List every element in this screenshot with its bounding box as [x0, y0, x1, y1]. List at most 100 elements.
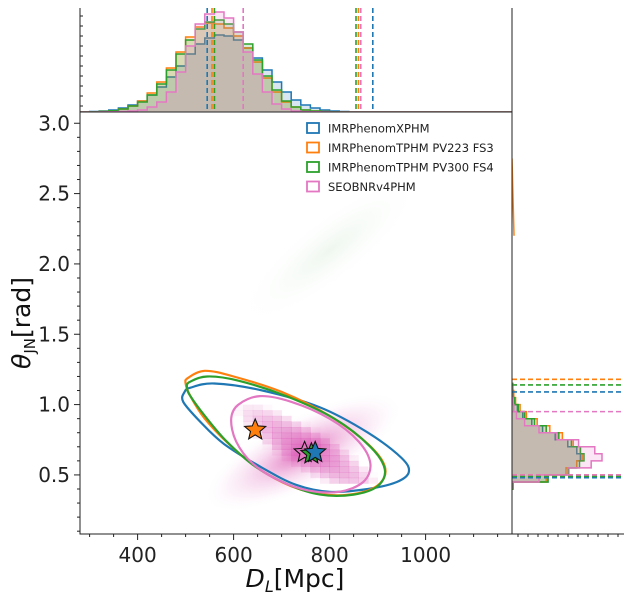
x-tick-label: 800	[311, 543, 349, 567]
dl-hist-step-imrphenomtphm-pv300-fs4	[80, 19, 512, 112]
density-pixel-grid	[233, 404, 378, 484]
density-pixel	[300, 432, 311, 439]
density-pixel	[320, 438, 330, 445]
density-pixel	[262, 421, 273, 428]
density-pixel	[310, 472, 321, 479]
density-pixel	[339, 472, 350, 479]
density-pixel	[262, 438, 273, 445]
density-pixel	[320, 460, 330, 467]
legend: IMRPhenomXPHM IMRPhenomTPHM PV223 FS3 IMRP…	[306, 122, 494, 194]
density-pixel	[320, 477, 330, 484]
y-axis-label: θJN[rad]	[7, 277, 39, 369]
legend-label-imrphenomtphm-pv300-fs4: IMRPhenomTPHM PV300 FS4	[328, 161, 494, 175]
y-axis-label-subscript: JN	[21, 338, 39, 355]
legend-label-imrphenomxphm: IMRPhenomXPHM	[328, 122, 430, 136]
density-pixel	[339, 455, 350, 462]
density-pixel	[348, 477, 359, 484]
density-pixel	[329, 449, 340, 456]
density-pixel	[291, 438, 302, 445]
density-pixel	[320, 472, 330, 479]
density-pixel	[320, 443, 330, 450]
density-pixel	[262, 432, 273, 439]
main-panel-frame	[79, 111, 513, 535]
density-pixel	[339, 466, 350, 473]
y-tick-label: 2.0	[38, 252, 70, 276]
density-pixel	[243, 415, 254, 422]
density-pixel	[272, 432, 282, 439]
density-pixel	[262, 444, 272, 450]
x-axis-label-unit: [Mpc]	[274, 564, 345, 593]
density-pixel	[329, 466, 340, 473]
x-tick-label: 400	[119, 543, 157, 567]
density-pixel	[243, 410, 254, 417]
dl-bound-lines	[206, 8, 374, 112]
density-pixel	[310, 427, 321, 434]
density-pixel	[262, 415, 273, 422]
density-pixel	[348, 466, 359, 473]
density-pixel	[262, 404, 273, 411]
density-pixel	[339, 460, 350, 467]
density-pixel	[301, 421, 311, 427]
y-axis-ticks: 0.5 1.0 1.5 2.0 2.5 3.0	[38, 111, 80, 532]
density-pixel	[310, 466, 321, 473]
density-pixel	[281, 427, 292, 434]
density-pixel	[300, 460, 311, 467]
legend-label-seobnrv4phm: SEOBNRv4PHM	[328, 180, 416, 194]
density-pixel	[291, 455, 302, 462]
top-marginal-panel	[79, 8, 513, 112]
contour-seobnrv4phm	[230, 394, 372, 494]
density-pixel	[320, 466, 330, 473]
dl-hist-step-seobnrv4phm	[80, 11, 512, 112]
credible-contours	[181, 369, 411, 497]
legend-label-imrphenomtphm-pv223-fs3: IMRPhenomTPHM PV223 FS3	[328, 141, 494, 155]
density-pixel	[329, 443, 340, 450]
density-pixel	[272, 410, 282, 417]
density-pixel	[348, 472, 359, 479]
density-pixel	[310, 432, 321, 439]
density-pixel	[329, 477, 340, 484]
faint-density-tail	[233, 171, 427, 329]
theta-bound-lines	[512, 378, 624, 479]
theta-hist-fill-imrphenomtphm-pv300-fs4	[512, 383, 584, 489]
legend-swatch-imrphenomtphm-pv300-fs4	[306, 161, 320, 173]
density-pixel	[310, 460, 321, 467]
right-marginal-panel	[512, 158, 624, 537]
theta-hist-fill-imrphenomxphm	[512, 383, 581, 489]
density-pixel	[272, 427, 282, 434]
density-pixel	[348, 455, 359, 462]
theta-hist-step-imrphenomtphm-pv223-fs3	[512, 382, 583, 490]
theta-histograms	[512, 158, 603, 490]
density-pixel	[329, 472, 340, 479]
top-panel-minor-ticks	[80, 15, 83, 107]
x-tick-label: 600	[215, 543, 253, 567]
density-pixel	[281, 421, 292, 428]
median-star-imrphenomtphm-pv223-fs3	[243, 417, 268, 440]
x-axis-label: DL[Mpc]	[246, 564, 345, 596]
y-tick-label: 2.5	[38, 182, 70, 206]
dl-histograms	[80, 11, 512, 112]
density-pixel	[272, 438, 282, 445]
density-pixel	[358, 472, 369, 479]
density-pixel	[281, 438, 292, 445]
density-pixel	[243, 421, 254, 428]
density-pixel	[368, 477, 378, 484]
theta-hist-fill-imrphenomtphm-pv223-fs3	[512, 383, 583, 489]
density-pixel	[291, 427, 302, 434]
density-pixel	[272, 449, 282, 456]
legend-swatch-seobnrv4phm	[306, 180, 320, 193]
y-tick-label: 1.0	[38, 393, 70, 417]
median-star-imrphenomxphm	[303, 439, 328, 463]
density-pixel	[272, 415, 282, 422]
density-pixel	[233, 404, 244, 411]
x-tick-label: 1000	[400, 543, 451, 567]
density-pixel	[281, 449, 292, 456]
density-pixel	[233, 410, 244, 417]
density-pixel	[272, 421, 282, 428]
density-pixel	[262, 410, 273, 417]
density-pixel	[262, 427, 273, 434]
density-pixel	[320, 455, 330, 462]
density-pixel	[272, 443, 282, 450]
x-axis-label-symbol: D	[246, 564, 265, 593]
density-pixel	[243, 404, 254, 411]
density-pixel	[339, 449, 350, 456]
